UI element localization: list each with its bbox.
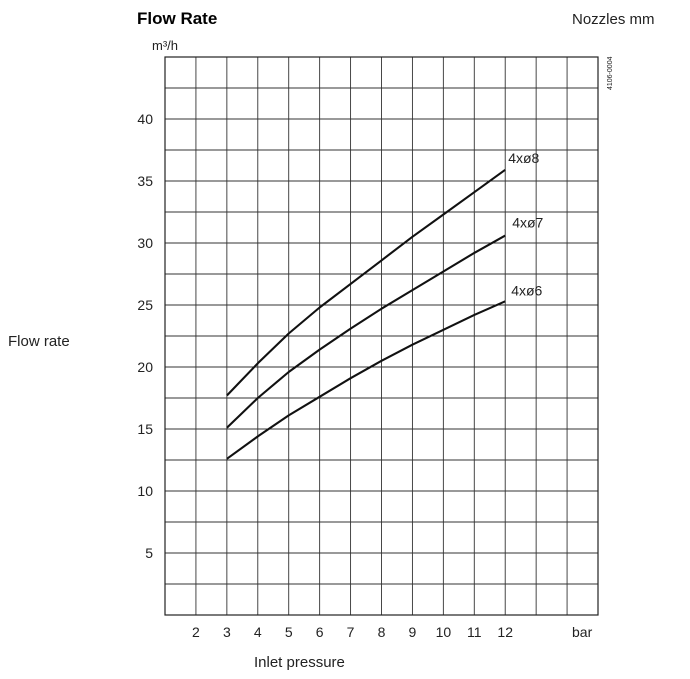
y-tick-label: 35 xyxy=(137,173,153,189)
series-labels: 4xø8 4xø7 4xø6 xyxy=(508,150,543,298)
y-axis-title: Flow rate xyxy=(8,333,70,350)
x-tick-label: 10 xyxy=(436,624,452,640)
legend-title: Nozzles mm xyxy=(572,11,655,28)
x-tick-label: 12 xyxy=(497,624,513,640)
x-tick-label: 9 xyxy=(409,624,417,640)
y-tick-label: 20 xyxy=(137,359,153,375)
x-tick-label: 7 xyxy=(347,624,355,640)
x-tick-label: 4 xyxy=(254,624,262,640)
x-tick-label: 6 xyxy=(316,624,324,640)
y-unit-label: m³/h xyxy=(152,38,178,53)
curves xyxy=(226,168,506,460)
figure-code: 4106-0004 xyxy=(607,56,614,90)
x-unit-label: bar xyxy=(572,624,593,640)
y-tick-label: 15 xyxy=(137,421,153,437)
y-tick-label: 30 xyxy=(137,235,153,251)
x-tick-label: 11 xyxy=(467,624,482,640)
series-label: 4xø6 xyxy=(511,282,542,298)
x-tick-label: 8 xyxy=(378,624,386,640)
y-tick-labels: 5 10 15 20 25 30 35 40 xyxy=(137,111,153,561)
chart-title: Flow Rate xyxy=(137,9,217,28)
series-label: 4xø7 xyxy=(512,215,543,231)
grid xyxy=(164,56,599,616)
y-tick-label: 5 xyxy=(145,545,153,561)
x-axis-title: Inlet pressure xyxy=(254,654,345,671)
y-tick-label: 10 xyxy=(137,483,153,499)
x-tick-label: 2 xyxy=(192,624,200,640)
x-tick-label: 5 xyxy=(285,624,293,640)
y-tick-label: 40 xyxy=(137,111,153,127)
x-tick-labels: 2 3 4 5 6 7 8 9 10 11 12 xyxy=(192,624,513,640)
series-line xyxy=(226,168,506,397)
series-label: 4xø8 xyxy=(508,150,539,166)
y-tick-label: 25 xyxy=(137,297,153,313)
series-line xyxy=(226,234,506,429)
x-tick-label: 3 xyxy=(223,624,231,640)
plot-frame xyxy=(164,56,599,616)
series-line xyxy=(226,300,506,460)
